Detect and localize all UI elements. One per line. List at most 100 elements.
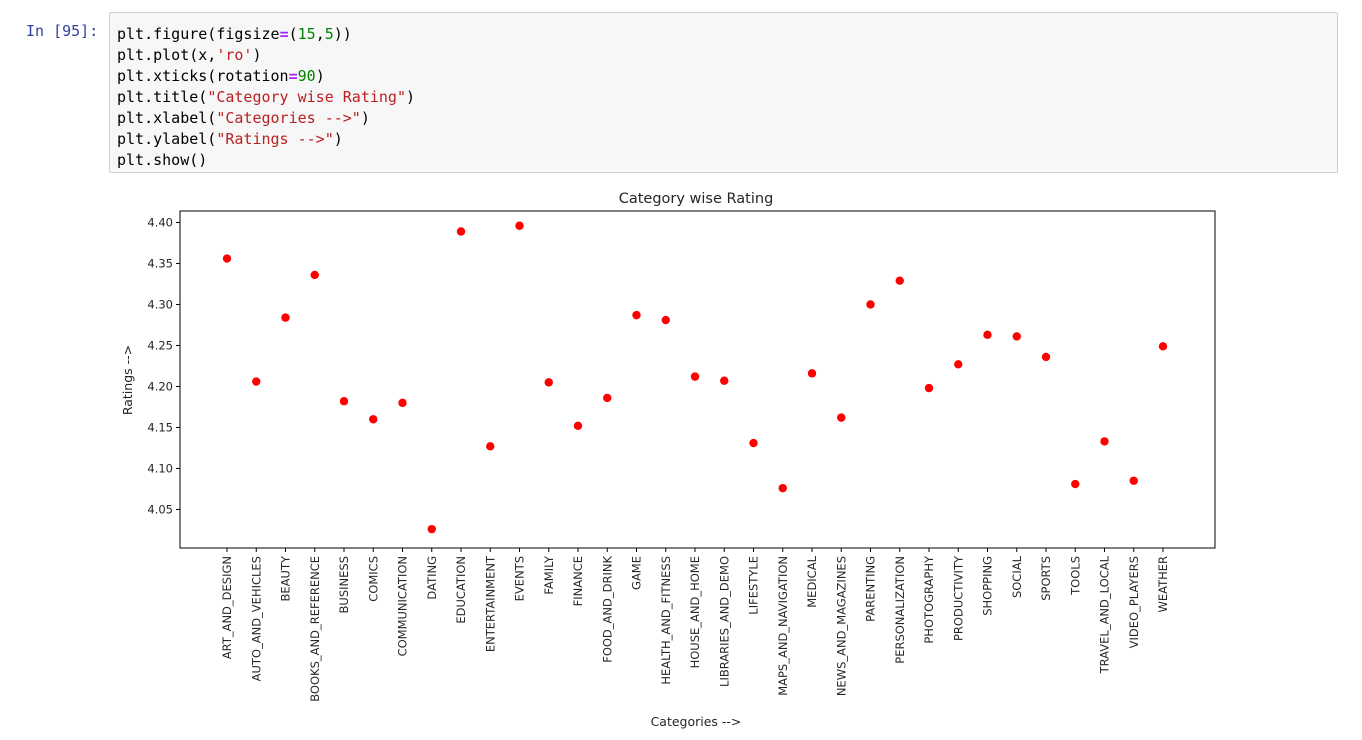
code-cell[interactable]: plt.figure(figsize=(15,5)) plt.plot(x,'r… (109, 12, 1338, 173)
y-tick-label: 4.30 (147, 297, 173, 311)
code-token: plt.plot(x, (117, 46, 217, 64)
chart-title: Category wise Rating (619, 191, 774, 207)
data-point (1129, 476, 1138, 485)
data-point (1071, 479, 1080, 489)
data-point (983, 330, 992, 340)
code-line: plt.show() (117, 151, 207, 169)
x-axis-label: Categories --> (651, 714, 742, 729)
x-tick-label: FOOD_AND_DRINK (600, 556, 614, 663)
x-tick-label: TOOLS (1068, 556, 1082, 596)
data-point (661, 315, 670, 325)
x-tick-label: LIBRARIES_AND_DEMO (717, 556, 731, 687)
code-token: 'ro' (216, 46, 253, 64)
x-tick-label: SOCIAL (1010, 555, 1024, 598)
x-tick-label: WEATHER (1156, 556, 1170, 613)
code-token: ) (315, 67, 325, 85)
code-line: plt.xlabel("Categories -->") (117, 109, 370, 127)
code-line: plt.plot(x,'ro') (117, 46, 262, 64)
code-line: plt.figure(figsize=(15,5)) (117, 25, 352, 43)
x-tick-label: DATING (425, 556, 439, 600)
data-point (573, 421, 583, 431)
x-tick-label: FINANCE (571, 556, 585, 606)
code-token: = (288, 67, 298, 85)
x-tick-label: HOUSE_AND_HOME (688, 556, 702, 668)
code-token: , (315, 25, 325, 43)
y-tick-label: 4.15 (147, 420, 173, 434)
code-token: plt.show() (117, 151, 208, 169)
data-point (339, 397, 349, 406)
data-point (690, 372, 700, 381)
data-point (310, 270, 319, 280)
data-point (895, 276, 904, 285)
x-tick-label: MEDICAL (805, 555, 819, 607)
x-tick-label: PERSONALIZATION (893, 556, 907, 664)
data-point (778, 483, 787, 493)
x-tick-label: LIFESTYLE (747, 556, 761, 615)
y-tick-label: 4.10 (147, 461, 173, 475)
code-token: "Categories -->" (216, 109, 361, 127)
data-point (720, 376, 729, 385)
x-tick-label: PARENTING (864, 556, 878, 622)
x-tick-label: GAME (630, 556, 644, 590)
x-tick-label: TRAVEL_AND_LOCAL (1098, 555, 1112, 674)
data-point (632, 310, 641, 320)
code-editor[interactable]: plt.figure(figsize=(15,5)) plt.plot(x,'r… (117, 24, 415, 171)
data-point (544, 378, 553, 387)
code-line: plt.title("Category wise Rating") (117, 88, 415, 106)
x-tick-label: FAMILY (542, 555, 556, 595)
data-point (222, 254, 232, 263)
x-tick-label: BEAUTY (279, 555, 293, 601)
data-point (515, 221, 524, 230)
x-tick-label: PRODUCTIVITY (951, 555, 965, 641)
x-tick-label: EVENTS (513, 556, 527, 601)
code-line: plt.ylabel("Ratings -->") (117, 130, 343, 148)
data-point (866, 300, 875, 309)
code-token: 5 (324, 25, 334, 43)
x-tick-label: EDUCATION (454, 556, 468, 624)
code-token: ) (360, 109, 370, 127)
y-tick-label: 4.35 (147, 256, 173, 270)
x-tick-label: ENTERTAINMENT (483, 555, 497, 652)
y-tick-label: 4.40 (147, 215, 173, 229)
code-token: plt.ylabel( (117, 130, 217, 148)
x-tick-label: HEALTH_AND_FITNESS (659, 556, 673, 685)
data-point (954, 360, 963, 369)
data-point (369, 415, 378, 424)
data-point (1100, 437, 1109, 446)
data-point (603, 393, 612, 403)
data-point (252, 377, 261, 386)
x-tick-label: MAPS_AND_NAVIGATION (776, 556, 790, 696)
data-points (222, 221, 1168, 534)
data-point (837, 413, 846, 422)
code-token: 90 (297, 67, 316, 85)
code-token: = (279, 25, 289, 43)
data-point (1012, 332, 1021, 341)
x-tick-label: SPORTS (1039, 556, 1053, 601)
x-tick-label: PHOTOGRAPHY (922, 555, 936, 644)
code-token: 15 (297, 25, 316, 43)
input-prompt: In [95]: (26, 22, 99, 40)
code-token: "Ratings -->" (216, 130, 334, 148)
code-token: plt.xticks(rotation (117, 67, 289, 85)
cell-output: Category wise Rating 4.05 4.10 4.15 4.20 4.2… (110, 180, 1350, 736)
code-token: plt.figure(figsize (117, 25, 280, 43)
y-tick-label: 4.20 (147, 379, 173, 393)
x-tick-label: COMICS (366, 556, 380, 602)
x-tick-label: ART_AND_DESIGN (220, 556, 234, 659)
data-point (486, 442, 495, 451)
code-token: ) (406, 88, 416, 106)
data-point (924, 383, 934, 393)
x-tick-label: SHOPPING (981, 556, 995, 616)
y-tick-label: 4.25 (147, 338, 173, 352)
plot-frame (179, 210, 1216, 549)
code-token: ) (252, 46, 262, 64)
data-point (1158, 342, 1168, 351)
code-token: ) (333, 130, 343, 148)
x-tick-label: BUSINESS (337, 556, 351, 613)
code-token: plt.title( (117, 88, 208, 106)
data-point (427, 524, 436, 534)
x-tick-label: AUTO_AND_VEHICLES (249, 556, 263, 681)
x-tick-label: NEWS_AND_MAGAZINES (834, 556, 848, 696)
x-tick-label: BOOKS_AND_REFERENCE (308, 556, 322, 702)
data-point (281, 313, 290, 322)
